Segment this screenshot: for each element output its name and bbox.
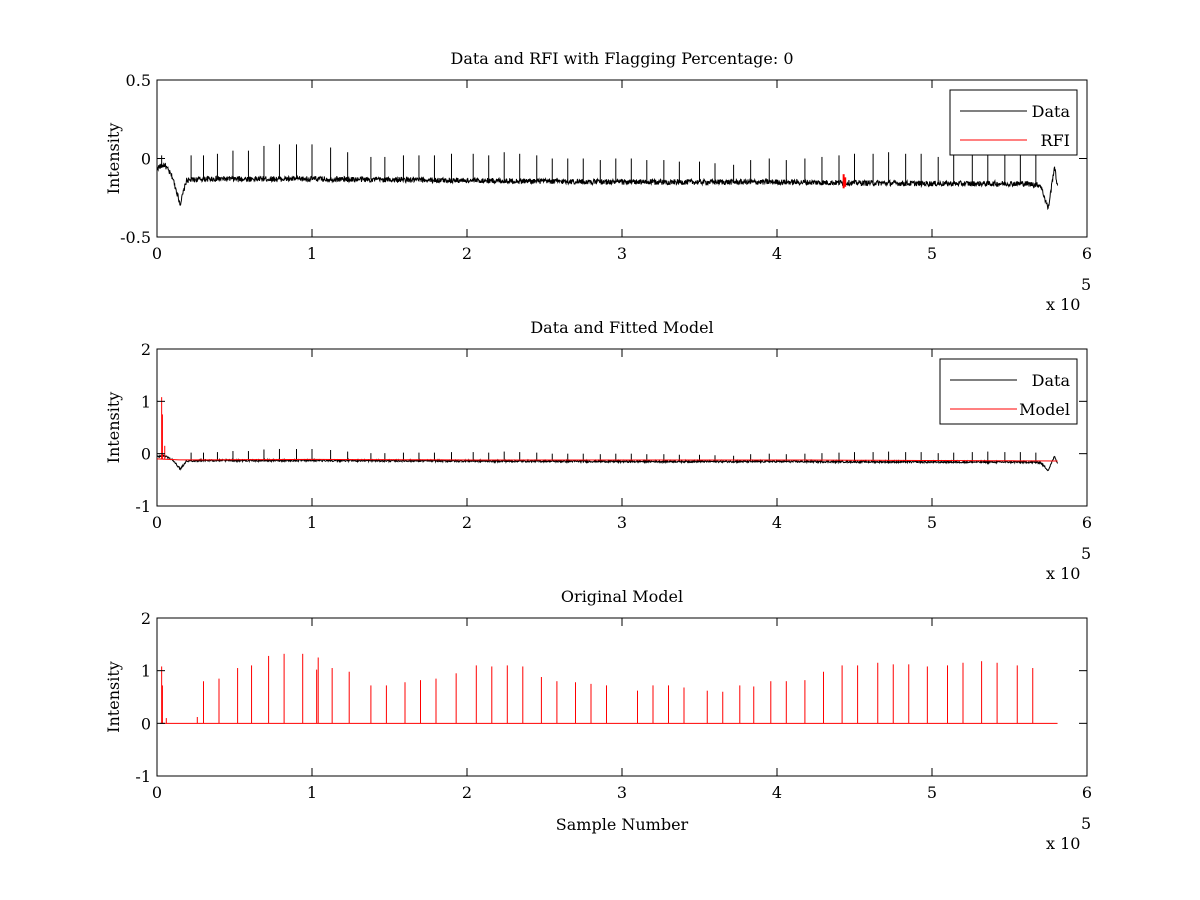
x-tick-label: 3	[617, 513, 627, 532]
y-tick-label: 2	[141, 340, 151, 359]
series-line	[157, 162, 1059, 211]
y-axis-label: Intensity	[104, 123, 123, 195]
y-tick-label: 0	[141, 150, 151, 169]
legend-label-data: Data	[1032, 371, 1071, 390]
chart-title: Data and RFI with Flagging Percentage: 0	[450, 49, 793, 68]
plot-area	[157, 144, 1059, 211]
y-tick-label: 1	[141, 662, 151, 681]
y-axis-label: Intensity	[104, 392, 123, 464]
legend-label-rfi: RFI	[1041, 131, 1070, 150]
x-tick-label: 1	[307, 513, 317, 532]
x-axis-label: Sample Number	[556, 815, 689, 834]
x-tick-label: 0	[152, 244, 162, 263]
x-tick-label: 4	[772, 783, 782, 802]
x-tick-label: 1	[307, 244, 317, 263]
x-tick-label: 5	[927, 513, 937, 532]
legend-label-model: Model	[1019, 400, 1070, 419]
x-tick-label: 2	[462, 244, 472, 263]
y-tick-label: 1	[141, 392, 151, 411]
x-tick-label: 0	[152, 513, 162, 532]
legend-box	[939, 358, 1078, 425]
legend-box	[949, 89, 1078, 156]
legend: Data RFI	[949, 89, 1078, 156]
y-tick-label: 2	[141, 609, 151, 628]
series-line	[157, 458, 1058, 462]
x-tick-label: 4	[772, 513, 782, 532]
series-line	[157, 453, 1059, 472]
x-multiplier: x 10	[1046, 295, 1080, 314]
axes-box	[156, 348, 1088, 507]
x-tick-label: 3	[617, 244, 627, 263]
series-model	[160, 653, 1058, 724]
x-tick-label: 5	[927, 783, 937, 802]
legend: Data Model	[939, 358, 1078, 425]
y-tick-label: -0.5	[120, 228, 151, 247]
x-exponent: 5	[1081, 544, 1091, 563]
series-model	[157, 397, 1058, 462]
chart-title: Data and Fitted Model	[530, 318, 713, 337]
x-tick-label: 2	[462, 513, 472, 532]
x-tick-label: 4	[772, 244, 782, 263]
x-tick-label: 5	[927, 244, 937, 263]
x-tick-label: 0	[152, 783, 162, 802]
x-exponent: 5	[1081, 275, 1091, 294]
x-tick-label: 1	[307, 783, 317, 802]
x-tick-label: 6	[1082, 513, 1092, 532]
plot-area	[157, 397, 1059, 472]
axes-box	[156, 617, 1088, 777]
x-tick-label: 2	[462, 783, 472, 802]
y-axis-label: Intensity	[104, 661, 123, 733]
x-tick-label: 6	[1082, 783, 1092, 802]
chart-title: Original Model	[561, 587, 683, 606]
y-tick-label: -1	[135, 767, 151, 786]
x-exponent: 5	[1081, 814, 1091, 833]
x-tick-label: 3	[617, 783, 627, 802]
x-multiplier: x 10	[1046, 834, 1080, 853]
y-tick-label: -1	[135, 497, 151, 516]
x-tick-label: 6	[1082, 244, 1092, 263]
series-data	[157, 144, 1059, 211]
y-tick-label: 0.5	[126, 71, 151, 90]
plot-area	[160, 653, 1058, 724]
x-multiplier: x 10	[1046, 564, 1080, 583]
series-rfi	[842, 174, 847, 189]
y-tick-label: 0	[141, 445, 151, 464]
legend-label-data: Data	[1032, 102, 1071, 121]
y-tick-label: 0	[141, 714, 151, 733]
